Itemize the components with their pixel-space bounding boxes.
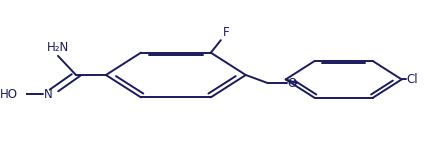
Text: H₂N: H₂N xyxy=(47,41,69,54)
Text: Cl: Cl xyxy=(406,73,417,86)
Text: F: F xyxy=(222,26,229,39)
Text: N: N xyxy=(43,88,52,101)
Text: HO: HO xyxy=(0,88,18,101)
Text: O: O xyxy=(286,77,296,90)
